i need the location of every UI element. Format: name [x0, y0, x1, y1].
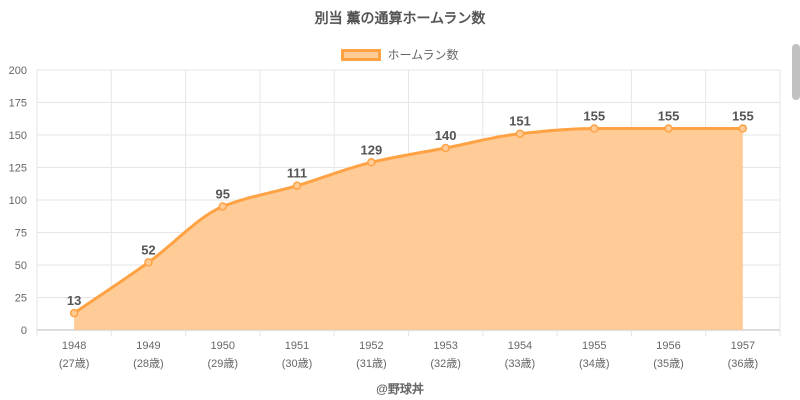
data-label: 155 — [732, 109, 754, 124]
x-tick-label: 1950 — [211, 340, 235, 352]
x-tick-label: 1951 — [285, 340, 309, 352]
data-label: 52 — [141, 242, 155, 257]
y-tick-label: 0 — [21, 325, 27, 337]
x-tick-label: 1957 — [731, 340, 755, 352]
data-point — [738, 124, 748, 133]
legend-label: ホームラン数 — [387, 48, 459, 62]
y-tick-label: 100 — [9, 195, 27, 207]
data-point — [590, 124, 599, 133]
x-tick-sublabel: (32歳) — [430, 357, 461, 370]
data-label: 129 — [360, 142, 382, 157]
data-point — [367, 158, 376, 167]
data-point — [218, 202, 227, 211]
data-label: 95 — [216, 187, 230, 202]
chart-title: 別当 薫の通算ホームラン数 — [314, 10, 486, 26]
x-tick-sublabel: (27歳) — [59, 357, 90, 370]
x-tick-sublabel: (28歳) — [133, 357, 164, 370]
x-tick-sublabel: (36歳) — [728, 357, 759, 370]
series-area — [74, 128, 743, 330]
x-tick-label: 1949 — [136, 340, 160, 352]
legend[interactable]: ホームラン数 — [0, 46, 800, 63]
y-tick-label: 50 — [15, 260, 27, 272]
data-label: 140 — [435, 128, 457, 143]
x-tick-sublabel: (29歳) — [207, 357, 238, 370]
x-tick-sublabel: (31歳) — [356, 357, 387, 370]
x-tick-label: 1956 — [656, 340, 680, 352]
data-point — [515, 129, 525, 138]
data-point — [69, 308, 79, 318]
data-label: 155 — [658, 109, 680, 124]
x-tick-label: 1954 — [508, 340, 532, 352]
data-point — [292, 181, 302, 190]
data-label: 13 — [67, 293, 81, 308]
y-tick-label: 125 — [9, 163, 27, 175]
x-tick-sublabel: (30歳) — [282, 357, 313, 370]
x-tick-label: 1953 — [433, 340, 457, 352]
y-tick-label: 25 — [15, 293, 27, 305]
legend-swatch — [341, 48, 382, 61]
credit: @野球丼 — [376, 382, 424, 396]
y-tick-label: 175 — [9, 98, 27, 110]
data-point — [441, 143, 450, 153]
y-tick-label: 150 — [9, 130, 27, 142]
x-tick-sublabel: (35歳) — [653, 357, 684, 370]
x-tick-label: 1952 — [359, 340, 383, 352]
y-tick-label: 75 — [15, 228, 27, 240]
data-point — [144, 258, 153, 267]
series-line — [73, 127, 743, 315]
data-label: 155 — [583, 109, 605, 124]
x-tick-sublabel: (33歳) — [505, 357, 536, 370]
data-label: 151 — [509, 114, 531, 129]
data-point — [664, 124, 673, 133]
y-tick-label: 200 — [9, 65, 27, 77]
data-label: 111 — [287, 166, 307, 181]
x-tick-label: 1955 — [582, 340, 606, 352]
x-tick-sublabel: (34歳) — [579, 357, 610, 370]
x-tick-label: 1948 — [62, 340, 86, 352]
scrollbar[interactable] — [792, 44, 800, 100]
